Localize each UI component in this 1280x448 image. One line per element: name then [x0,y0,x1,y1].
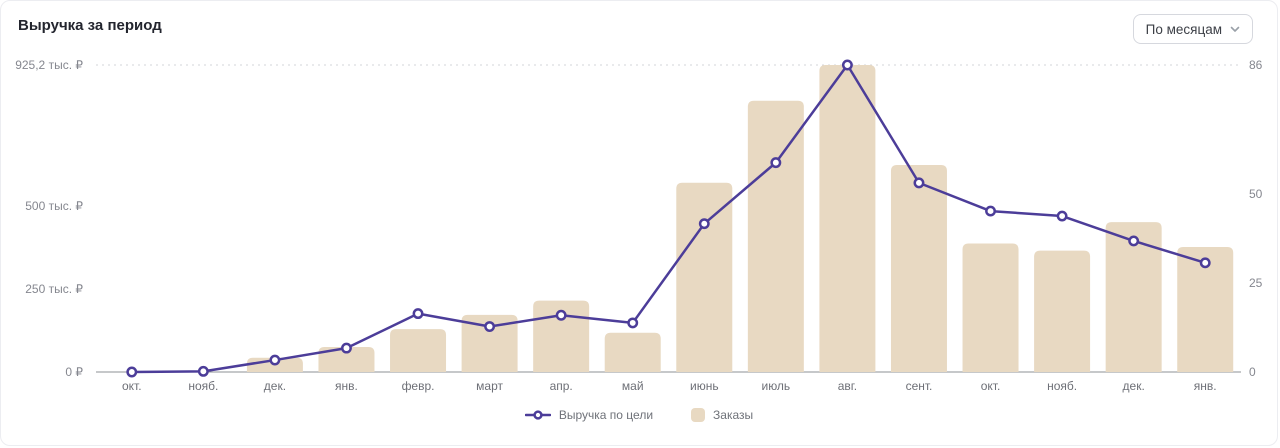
line-marker-авг.[interactable] [841,59,853,71]
bar-дек.[interactable] [1105,222,1162,372]
x-axis-label: янв. [335,379,358,393]
y-axis-left-tick: 500 тыс. ₽ [25,199,83,214]
line-marker-янв.[interactable] [341,342,352,354]
bar-окт.[interactable] [962,243,1019,372]
x-axis-label: апр. [549,379,573,393]
y-axis-right-tick: 25 [1249,275,1263,290]
period-dropdown-value: По месяцам [1145,21,1222,37]
x-axis-label: авг. [837,379,858,393]
line-marker-июль[interactable] [770,157,782,169]
line-marker-янв.[interactable] [1199,257,1211,269]
page-title: Выручка за период [18,17,162,34]
y-axis-right-tick: 86 [1249,58,1263,72]
line-marker-нояб.[interactable] [1056,210,1068,222]
bar-май[interactable] [604,332,661,372]
legend-label: Заказы [713,408,754,422]
x-axis-label: сент. [905,379,933,393]
line-marker-дек.[interactable] [269,354,281,366]
y-axis-right-tick: 50 [1249,186,1263,201]
y-axis-left-tick: 250 тыс. ₽ [25,282,83,297]
bar-янв.[interactable] [1177,247,1234,372]
x-axis-label: нояб. [188,379,219,393]
bar-март[interactable] [461,314,518,372]
x-axis-label: нояб. [1047,379,1078,393]
line-marker-март[interactable] [484,321,496,332]
line-marker-май[interactable] [627,317,639,329]
bar-июль[interactable] [747,100,804,372]
x-axis-label: май [621,379,644,393]
x-axis-label: июль [761,379,791,393]
chevron-down-icon [1230,26,1240,33]
x-axis-label: дек. [1122,379,1145,393]
line-marker-окт.[interactable] [985,205,996,217]
bar-февр.[interactable] [390,329,447,372]
y-axis-right-tick: 0 [1249,365,1256,379]
period-dropdown[interactable]: По месяцам [1132,14,1253,44]
x-axis-label: март [476,379,504,393]
line-marker-icon [524,410,551,420]
line-marker-июнь[interactable] [698,218,710,230]
legend-item[interactable]: Выручка по цели [524,408,654,422]
line-marker-февр.[interactable] [412,308,424,320]
line-marker-нояб.[interactable] [197,365,209,377]
y-axis-left-tick: 925,2 тыс. ₽ [15,58,83,72]
bar-swatch-icon [691,408,706,422]
line-marker-окт.[interactable] [126,366,138,378]
line-marker-сент.[interactable] [913,177,925,189]
x-axis-label: янв. [1193,379,1217,393]
legend-label: Выручка по цели [558,408,654,422]
x-axis-label: февр. [401,379,435,393]
bar-нояб.[interactable] [1034,250,1091,372]
legend-item[interactable]: Заказы [691,408,753,422]
bar-авг.[interactable] [819,65,876,372]
x-axis-label: окт. [122,379,142,393]
chart-legend: Выручка по цели Заказы [1,408,1277,422]
y-axis-left-tick: 0 ₽ [65,365,83,379]
bar-июнь[interactable] [676,182,733,372]
line-marker-апр.[interactable] [555,309,567,321]
x-axis-label: дек. [263,379,287,393]
x-axis-label: июнь [689,379,719,393]
bar-сент.[interactable] [890,164,947,372]
bar-янв.[interactable] [318,347,375,372]
x-axis-label: окт. [980,379,1001,393]
line-series [130,63,1207,374]
line-marker-дек.[interactable] [1128,235,1140,247]
